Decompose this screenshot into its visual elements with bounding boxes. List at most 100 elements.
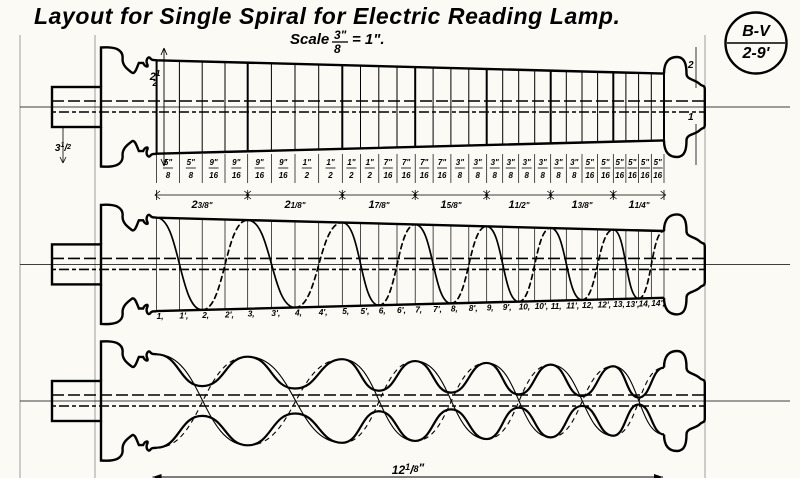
- svg-text:8: 8: [189, 171, 194, 180]
- svg-text:16: 16: [402, 171, 411, 180]
- svg-text:3": 3": [334, 28, 347, 42]
- svg-text:23/8": 23/8": [190, 199, 212, 211]
- svg-text:7": 7": [402, 158, 410, 167]
- svg-text:3": 3": [570, 158, 578, 167]
- svg-text:9": 9": [279, 158, 287, 167]
- svg-text:9": 9": [255, 158, 263, 167]
- svg-text:12,: 12,: [582, 300, 594, 310]
- svg-text:Layout for Single Spiral for E: Layout for Single Spiral for Electric Re…: [34, 3, 621, 29]
- svg-text:14',: 14',: [651, 298, 665, 308]
- svg-text:11,: 11,: [551, 301, 562, 311]
- svg-text:3',: 3',: [271, 308, 280, 318]
- svg-text:16: 16: [653, 171, 662, 180]
- svg-text:3": 3": [474, 158, 482, 167]
- svg-text:15/8": 15/8": [440, 199, 461, 211]
- svg-text:12',: 12',: [598, 300, 612, 310]
- svg-text:10,: 10,: [519, 302, 531, 312]
- svg-text:3,: 3,: [248, 309, 255, 319]
- svg-text:5": 5": [601, 158, 609, 167]
- svg-text:3": 3": [539, 158, 547, 167]
- svg-text:8: 8: [572, 171, 577, 180]
- svg-text:2: 2: [151, 78, 157, 88]
- svg-text:2-9': 2-9': [742, 45, 771, 62]
- svg-text:4',: 4',: [318, 307, 328, 317]
- svg-text:6,: 6,: [379, 305, 386, 315]
- svg-text:8: 8: [556, 171, 561, 180]
- svg-text:8: 8: [508, 171, 513, 180]
- svg-text:1": 1": [326, 158, 334, 167]
- svg-text:5": 5": [654, 158, 662, 167]
- svg-text:7',: 7',: [433, 304, 442, 314]
- svg-text:3": 3": [491, 158, 499, 167]
- svg-text:16: 16: [601, 171, 610, 180]
- svg-text:13/8": 13/8": [571, 199, 592, 211]
- svg-text:9": 9": [232, 158, 240, 167]
- svg-text:14,: 14,: [639, 299, 651, 309]
- svg-text:16: 16: [232, 171, 241, 180]
- svg-text:16: 16: [383, 171, 392, 180]
- svg-text:9',: 9',: [503, 302, 512, 312]
- svg-text:7": 7": [438, 158, 446, 167]
- svg-text:1',: 1',: [179, 311, 188, 321]
- svg-text:5": 5": [615, 158, 623, 167]
- svg-text:16: 16: [438, 171, 447, 180]
- svg-text:8: 8: [334, 42, 341, 56]
- svg-text:1": 1": [366, 158, 374, 167]
- svg-text:5',: 5',: [361, 306, 370, 316]
- svg-text:16: 16: [420, 171, 429, 180]
- svg-text:3": 3": [456, 158, 464, 167]
- svg-text:13',: 13',: [626, 299, 640, 309]
- svg-text:9,: 9,: [487, 302, 494, 312]
- svg-text:8: 8: [475, 171, 480, 180]
- svg-text:B-V: B-V: [742, 23, 771, 40]
- svg-text:1: 1: [688, 112, 694, 123]
- svg-text:Scale: Scale: [290, 31, 329, 48]
- svg-text:7": 7": [384, 158, 392, 167]
- svg-text:3": 3": [523, 158, 531, 167]
- svg-text:11',: 11',: [566, 300, 579, 310]
- svg-text:5,: 5,: [342, 306, 349, 316]
- svg-text:2: 2: [327, 171, 333, 180]
- svg-text:3": 3": [554, 158, 562, 167]
- svg-text:17/8": 17/8": [368, 199, 389, 211]
- svg-text:6',: 6',: [397, 305, 406, 315]
- svg-text:11/4": 11/4": [628, 199, 649, 211]
- svg-text:10',: 10',: [535, 301, 549, 311]
- svg-text:8: 8: [524, 171, 529, 180]
- svg-text:2: 2: [687, 60, 694, 71]
- svg-text:1": 1": [347, 158, 355, 167]
- svg-text:5": 5": [628, 158, 636, 167]
- svg-text:3": 3": [507, 158, 515, 167]
- svg-text:8: 8: [166, 171, 171, 180]
- svg-text:7,: 7,: [415, 304, 422, 314]
- svg-text:8: 8: [458, 171, 463, 180]
- svg-text:4,: 4,: [294, 308, 302, 318]
- svg-text:8: 8: [492, 171, 497, 180]
- svg-text:8',: 8',: [469, 303, 478, 313]
- svg-text:16: 16: [255, 171, 264, 180]
- svg-text:5": 5": [187, 158, 195, 167]
- svg-text:16: 16: [641, 171, 650, 180]
- svg-text:21/8": 21/8": [283, 199, 305, 211]
- svg-text:16: 16: [585, 171, 594, 180]
- svg-text:2: 2: [348, 171, 354, 180]
- svg-text:16: 16: [209, 171, 218, 180]
- svg-text:13,: 13,: [613, 299, 625, 309]
- svg-text:16: 16: [279, 171, 288, 180]
- svg-text:5": 5": [586, 158, 594, 167]
- svg-text:2: 2: [366, 171, 372, 180]
- svg-text:5": 5": [641, 158, 649, 167]
- svg-text:8,: 8,: [451, 303, 458, 313]
- svg-text:= 1".: = 1".: [352, 31, 385, 48]
- svg-text:16: 16: [615, 171, 624, 180]
- svg-text:7": 7": [420, 158, 428, 167]
- svg-text:16: 16: [628, 171, 637, 180]
- svg-text:1,: 1,: [157, 311, 164, 321]
- svg-text:5": 5": [164, 158, 172, 167]
- svg-text:2: 2: [304, 171, 310, 180]
- svg-text:1": 1": [303, 158, 311, 167]
- svg-text:9": 9": [209, 158, 217, 167]
- svg-text:2',: 2',: [224, 309, 234, 319]
- svg-text:11/2": 11/2": [508, 199, 529, 211]
- svg-text:8: 8: [540, 171, 545, 180]
